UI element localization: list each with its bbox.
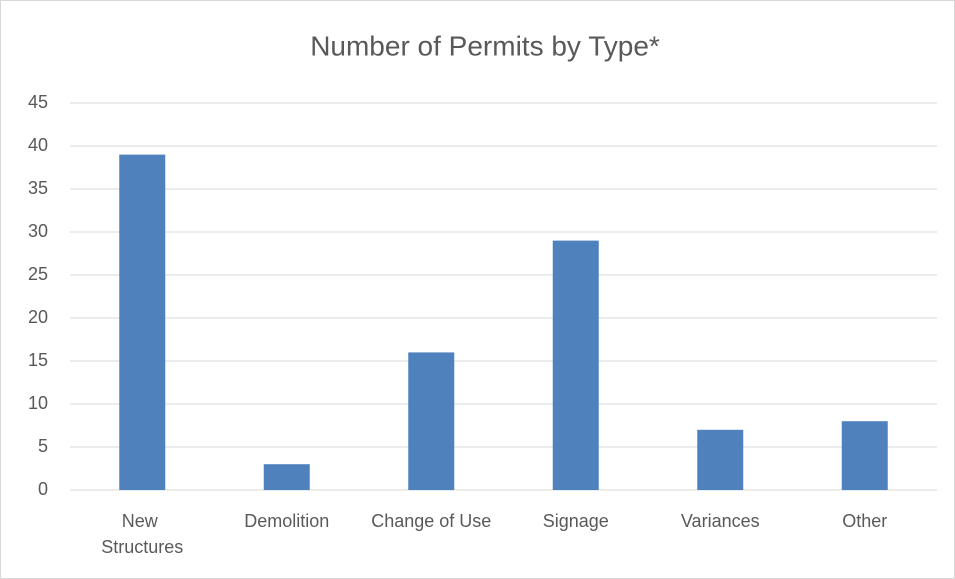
bar (263, 464, 310, 490)
y-tick-label: 30 (28, 221, 48, 241)
y-tick-label: 45 (28, 92, 48, 112)
x-tick-label: Signage (543, 511, 609, 531)
x-tick-label: Other (842, 511, 887, 531)
bar (697, 429, 744, 490)
y-tick-label: 15 (28, 350, 48, 370)
bar (408, 352, 455, 490)
x-tick-label: Variances (681, 511, 760, 531)
bar (119, 154, 166, 490)
y-tick-label: 35 (28, 178, 48, 198)
chart-title: Number of Permits by Type* (310, 30, 660, 61)
bar (552, 240, 599, 490)
x-tick-label: Change of Use (371, 511, 491, 531)
x-tick-label: Demolition (244, 511, 329, 531)
bar (841, 421, 888, 490)
y-tick-label: 25 (28, 264, 48, 284)
x-tick-label: New Structures (101, 511, 183, 557)
y-tick-label: 20 (28, 307, 48, 327)
y-tick-label: 10 (28, 393, 48, 413)
y-tick-label: 40 (28, 135, 48, 155)
y-tick-label: 0 (38, 479, 48, 499)
y-tick-label: 5 (38, 436, 48, 456)
